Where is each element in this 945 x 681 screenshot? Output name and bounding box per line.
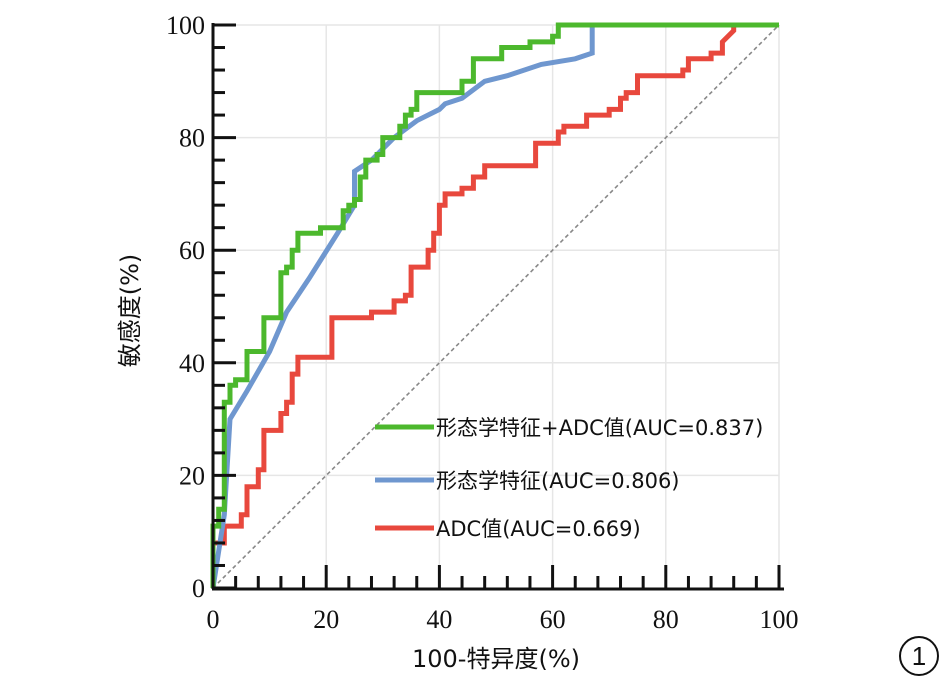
x-axis-ticks: 0 20 40 60 80 100 — [207, 565, 799, 634]
x-tick-label: 0 — [207, 605, 220, 634]
roc-curve-series-3 — [210, 22, 779, 588]
x-tick-label: 100 — [760, 605, 799, 634]
figure-number-text: 1 — [912, 641, 926, 671]
legend-label: 形态学特征+ADC值(AUC=0.837) — [436, 416, 763, 440]
y-tick-label: 40 — [179, 349, 205, 378]
axes: 0 20 40 60 80 100 0 20 40 60 80 100 — [166, 11, 799, 634]
legend-item: 形态学特征+ADC值(AUC=0.837) — [375, 416, 763, 440]
x-tick-label: 60 — [540, 605, 566, 634]
figure-number-badge: 1 — [899, 636, 939, 676]
x-axis-title: 100-特异度(%) — [412, 645, 580, 673]
legend-label: 形态学特征(AUC=0.806) — [436, 469, 680, 493]
legend-item: ADC值(AUC=0.669) — [375, 517, 641, 541]
y-axis-title: 敏感度(%) — [116, 254, 144, 368]
reference-diagonal-line — [212, 24, 780, 589]
y-tick-label: 0 — [192, 574, 205, 603]
series-layer — [210, 22, 779, 589]
y-tick-label: 20 — [179, 461, 205, 490]
legend-item: 形态学特征(AUC=0.806) — [375, 469, 680, 493]
legend-label: ADC值(AUC=0.669) — [436, 517, 641, 541]
roc-curve-series-1 — [210, 22, 779, 588]
y-axis-ticks: 0 20 40 60 80 100 — [166, 11, 236, 603]
x-tick-label: 80 — [653, 605, 679, 634]
x-tick-label: 40 — [426, 605, 452, 634]
y-tick-label: 100 — [166, 11, 205, 40]
x-tick-label: 20 — [313, 605, 339, 634]
legend: 形态学特征+ADC值(AUC=0.837) 形态学特征(AUC=0.806) ADC… — [375, 416, 763, 541]
y-tick-label: 60 — [179, 236, 205, 265]
y-tick-label: 80 — [179, 124, 205, 153]
